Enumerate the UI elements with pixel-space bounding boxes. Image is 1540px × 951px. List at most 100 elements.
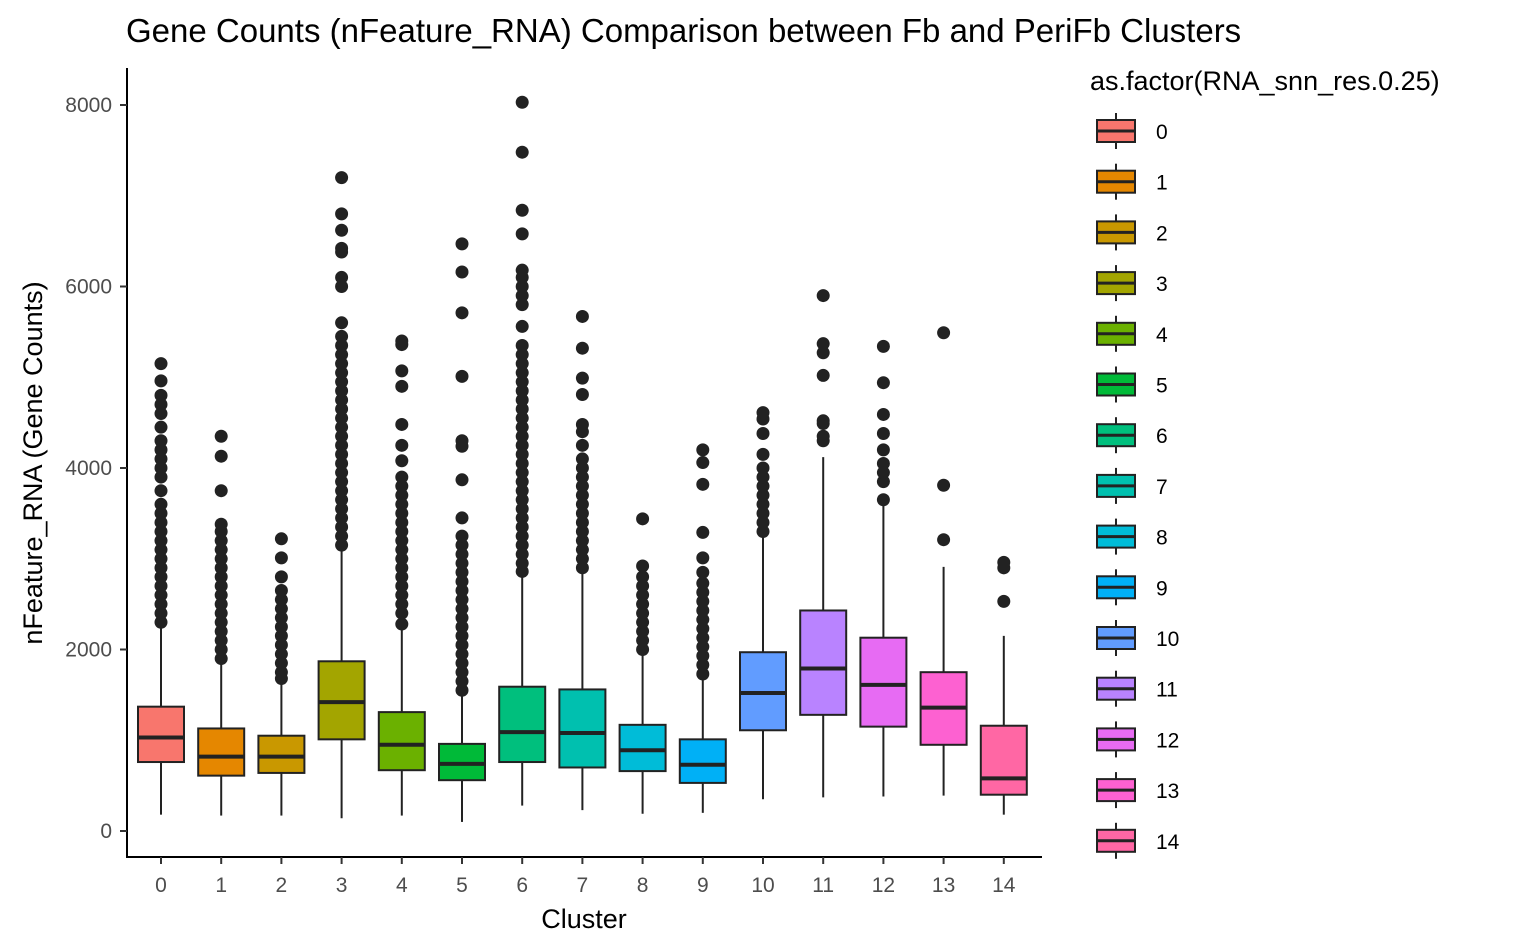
outlier-point bbox=[395, 417, 409, 431]
outlier-point bbox=[154, 579, 168, 593]
outlier-point bbox=[575, 506, 589, 520]
outlier-point bbox=[274, 551, 288, 565]
outlier-point bbox=[515, 466, 529, 480]
outlier-point bbox=[575, 470, 589, 484]
outlier-point bbox=[876, 339, 890, 353]
box-cluster-4 bbox=[377, 334, 426, 816]
outlier-point bbox=[274, 611, 288, 625]
outlier-point bbox=[515, 280, 529, 293]
legend-item-8: 8 bbox=[1096, 518, 1168, 555]
outlier-point bbox=[756, 470, 770, 484]
outlier-point bbox=[997, 555, 1011, 569]
outlier-point bbox=[696, 585, 710, 599]
outlier-point bbox=[515, 338, 529, 352]
outlier-point bbox=[214, 588, 228, 602]
outlier-point bbox=[515, 393, 529, 407]
outlier-point bbox=[575, 525, 589, 539]
iqr-box bbox=[498, 685, 547, 764]
outlier-point bbox=[756, 506, 770, 520]
outlier-point bbox=[696, 649, 710, 663]
y-tick-label: 2000 bbox=[65, 639, 112, 662]
x-tick-label: 6 bbox=[516, 874, 528, 897]
outlier-point bbox=[575, 309, 589, 323]
x-tick-label: 3 bbox=[336, 874, 348, 897]
y-tick-label: 6000 bbox=[65, 276, 112, 299]
box-cluster-13 bbox=[919, 326, 968, 796]
outlier-point bbox=[515, 520, 529, 534]
outlier-point bbox=[515, 95, 529, 109]
legend-label: 10 bbox=[1156, 628, 1179, 651]
outlier-point bbox=[515, 493, 529, 507]
outlier-point bbox=[395, 570, 409, 584]
outlier-point bbox=[696, 477, 710, 491]
outlier-point bbox=[395, 506, 409, 520]
box-cluster-1 bbox=[197, 429, 246, 816]
outlier-point bbox=[395, 479, 409, 493]
outlier-point bbox=[515, 438, 529, 452]
outlier-point bbox=[937, 326, 951, 340]
outlier-point bbox=[335, 375, 349, 389]
outlier-point bbox=[154, 452, 168, 466]
outlier-point bbox=[335, 529, 349, 543]
box-cluster-14 bbox=[979, 555, 1028, 815]
outlier-point bbox=[636, 597, 650, 611]
outlier-point bbox=[335, 520, 349, 534]
outlier-point bbox=[515, 484, 529, 498]
outlier-point bbox=[274, 602, 288, 616]
outlier-point bbox=[575, 417, 589, 431]
outlier-point bbox=[214, 652, 228, 666]
outlier-point bbox=[756, 488, 770, 502]
box-cluster-11 bbox=[799, 289, 848, 798]
outlier-point bbox=[876, 466, 890, 480]
y-tick-label: 8000 bbox=[65, 94, 112, 117]
outlier-point bbox=[756, 406, 770, 420]
outlier-point bbox=[515, 227, 529, 241]
outlier-point bbox=[214, 484, 228, 498]
legend-label: 11 bbox=[1156, 679, 1178, 702]
outlier-point bbox=[696, 658, 710, 672]
outlier-point bbox=[455, 674, 469, 688]
box-cluster-3 bbox=[317, 171, 366, 819]
legend-label: 13 bbox=[1156, 780, 1179, 803]
outlier-point bbox=[335, 280, 349, 293]
x-tick-label: 11 bbox=[812, 874, 834, 897]
outlier-point bbox=[154, 606, 168, 620]
outlier-point bbox=[876, 475, 890, 489]
outlier-point bbox=[335, 493, 349, 507]
outlier-point bbox=[756, 427, 770, 441]
outlier-point bbox=[335, 348, 349, 362]
legend-item-9: 9 bbox=[1096, 569, 1168, 606]
outlier-point bbox=[636, 588, 650, 602]
outlier-point bbox=[515, 502, 529, 516]
legend-item-1: 1 bbox=[1096, 163, 1168, 200]
outlier-point bbox=[575, 341, 589, 355]
y-axis-ticks: 0 2000 4000 6000 8000 bbox=[65, 94, 127, 843]
outlier-point bbox=[696, 613, 710, 627]
outlier-point bbox=[575, 452, 589, 466]
iqr-box bbox=[197, 727, 246, 777]
outlier-point bbox=[876, 443, 890, 457]
legend-item-5: 5 bbox=[1096, 366, 1168, 403]
outlier-point bbox=[455, 656, 469, 670]
outlier-point bbox=[154, 506, 168, 520]
legend-label: 9 bbox=[1156, 577, 1168, 600]
outlier-point bbox=[515, 420, 529, 434]
outlier-point bbox=[395, 561, 409, 575]
legend-item-6: 6 bbox=[1096, 417, 1168, 454]
outlier-point bbox=[395, 470, 409, 484]
outlier-point bbox=[395, 525, 409, 539]
outlier-point bbox=[154, 534, 168, 548]
outlier-point bbox=[636, 579, 650, 593]
chart-title: Gene Counts (nFeature_RNA) Comparison be… bbox=[126, 12, 1241, 49]
outlier-point bbox=[395, 515, 409, 529]
outlier-point bbox=[154, 388, 168, 402]
outlier-point bbox=[455, 611, 469, 625]
iqr-box bbox=[799, 609, 848, 716]
outlier-point bbox=[696, 603, 710, 617]
outlier-point bbox=[997, 594, 1011, 608]
outlier-point bbox=[455, 369, 469, 383]
outlier-point bbox=[395, 597, 409, 611]
iqr-box bbox=[257, 734, 306, 774]
legend-label: 6 bbox=[1156, 425, 1168, 448]
